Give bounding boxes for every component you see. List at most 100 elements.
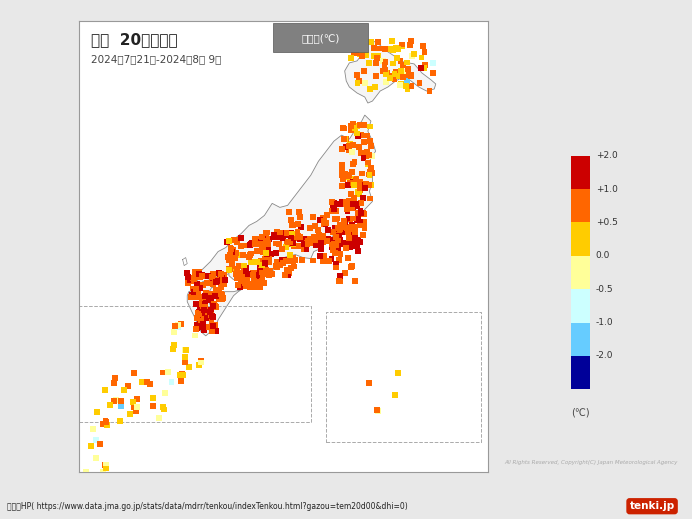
Point (349, 158, 360, 166)
Point (301, 235, 312, 243)
Point (284, 267, 295, 276)
Point (235, 278, 246, 286)
Point (108, 379, 119, 387)
Point (206, 279, 217, 288)
Text: (℃): (℃) (572, 407, 590, 417)
Point (345, 121, 356, 130)
Point (286, 256, 298, 265)
Point (349, 124, 361, 132)
Point (340, 200, 352, 208)
Point (131, 403, 143, 412)
Point (418, 64, 429, 73)
Point (368, 52, 379, 60)
Point (330, 214, 341, 223)
Text: 平年差(℃): 平年差(℃) (301, 33, 340, 43)
Point (284, 240, 295, 248)
Point (263, 271, 274, 280)
Point (276, 256, 287, 264)
Point (183, 363, 194, 371)
Point (250, 270, 261, 279)
Point (232, 270, 243, 279)
Point (340, 197, 352, 206)
Bar (571, 256, 590, 289)
Point (185, 275, 197, 283)
Point (352, 213, 363, 221)
Point (218, 294, 229, 302)
Point (295, 212, 306, 221)
Point (361, 147, 372, 156)
Point (193, 269, 204, 278)
Point (218, 270, 229, 279)
Bar (571, 322, 590, 356)
Point (308, 213, 319, 221)
Point (271, 239, 282, 248)
Point (197, 320, 208, 329)
Point (327, 201, 338, 209)
Point (367, 169, 378, 177)
Point (213, 269, 224, 277)
Point (284, 251, 295, 260)
Point (240, 266, 251, 275)
Point (347, 234, 358, 242)
Point (257, 243, 268, 251)
Point (286, 234, 297, 242)
Point (337, 168, 348, 176)
Point (176, 377, 187, 385)
Point (357, 43, 368, 51)
Point (230, 235, 241, 243)
Point (333, 236, 344, 244)
Point (406, 81, 417, 90)
Point (364, 171, 375, 179)
Point (98, 468, 109, 476)
Point (311, 240, 322, 249)
Point (371, 53, 382, 62)
Point (217, 276, 228, 284)
Point (119, 386, 130, 394)
Point (260, 237, 271, 245)
Point (192, 313, 203, 322)
Point (326, 255, 337, 263)
Point (231, 268, 242, 277)
Point (340, 269, 351, 277)
Point (194, 311, 206, 320)
Point (248, 281, 259, 290)
Point (288, 240, 299, 248)
Point (228, 236, 239, 244)
Point (180, 346, 191, 354)
Point (355, 199, 366, 207)
Point (179, 346, 190, 354)
Bar (571, 223, 590, 256)
Point (251, 279, 262, 287)
Point (206, 290, 217, 298)
Point (179, 358, 190, 366)
Point (397, 40, 408, 49)
Point (256, 261, 267, 269)
Point (377, 67, 388, 75)
Point (262, 240, 273, 248)
Point (105, 401, 116, 409)
Point (428, 59, 439, 67)
Point (334, 224, 345, 233)
Point (255, 263, 266, 271)
Point (234, 270, 245, 279)
Point (350, 231, 361, 239)
Point (264, 267, 275, 276)
Point (188, 284, 199, 293)
Point (402, 85, 413, 93)
Point (215, 283, 226, 291)
Point (244, 253, 255, 261)
Point (345, 242, 356, 251)
Point (190, 271, 201, 280)
Point (199, 310, 210, 319)
Point (243, 271, 254, 279)
Point (194, 361, 205, 369)
Point (131, 407, 142, 415)
Point (210, 278, 221, 286)
Point (318, 220, 329, 228)
Point (194, 310, 205, 318)
Point (347, 230, 358, 239)
Point (169, 340, 180, 349)
Point (365, 194, 376, 202)
Point (257, 249, 268, 257)
Point (316, 239, 327, 248)
